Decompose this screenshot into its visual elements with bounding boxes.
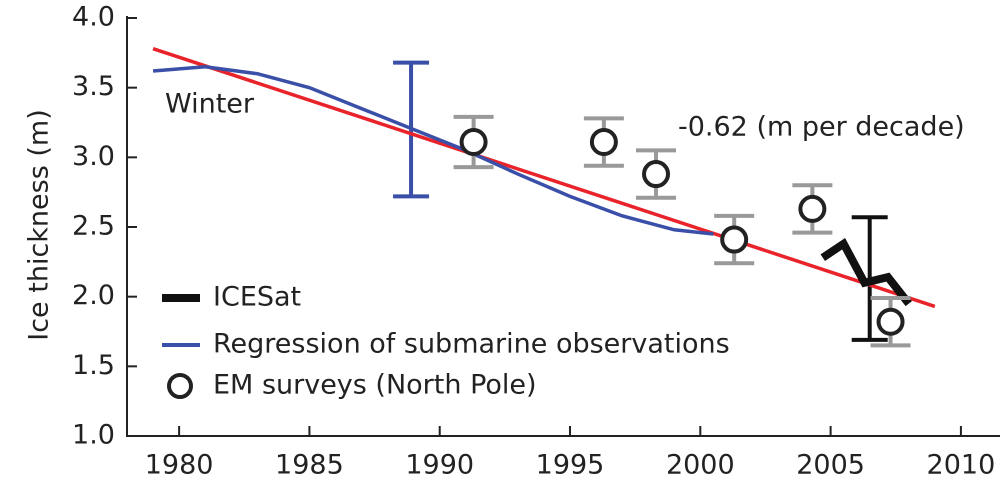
x-tick-label: 2005 bbox=[796, 450, 865, 481]
y-tick-label: 1.5 bbox=[72, 350, 115, 381]
series-line bbox=[152, 65, 714, 236]
legend-label: EM surveys (North Pole) bbox=[213, 370, 537, 401]
legend-label: ICESat bbox=[213, 282, 301, 313]
legend-label: Regression of submarine observations bbox=[213, 329, 730, 360]
em-marker bbox=[589, 128, 618, 157]
x-tick-label: 1995 bbox=[536, 450, 605, 481]
x-tick-label: 2000 bbox=[666, 450, 735, 481]
y-tick-label: 2.5 bbox=[72, 211, 115, 242]
series-line bbox=[820, 237, 912, 307]
x-tick-label: 1980 bbox=[145, 450, 214, 481]
em-marker bbox=[459, 128, 488, 157]
trend-line bbox=[152, 46, 936, 309]
em-marker bbox=[876, 307, 905, 336]
legend-marker bbox=[167, 373, 193, 399]
em-marker bbox=[720, 225, 749, 254]
y-tick-label: 4.0 bbox=[72, 2, 115, 33]
annotation: -0.62 (m per decade) bbox=[678, 112, 965, 143]
annotation: Winter bbox=[165, 89, 255, 120]
y-tick-label: 3.0 bbox=[72, 141, 115, 172]
x-tick-label: 1990 bbox=[405, 450, 474, 481]
em-marker bbox=[642, 160, 671, 189]
y-tick-label: 2.0 bbox=[72, 280, 115, 311]
x-tick-label: 1985 bbox=[275, 450, 344, 481]
y-tick-label: 1.0 bbox=[72, 420, 115, 451]
x-tick-label: 2010 bbox=[927, 450, 996, 481]
y-tick-label: 3.5 bbox=[72, 71, 115, 102]
y-axis-label: Ice thickness (m) bbox=[24, 109, 55, 341]
em-marker bbox=[798, 194, 827, 223]
